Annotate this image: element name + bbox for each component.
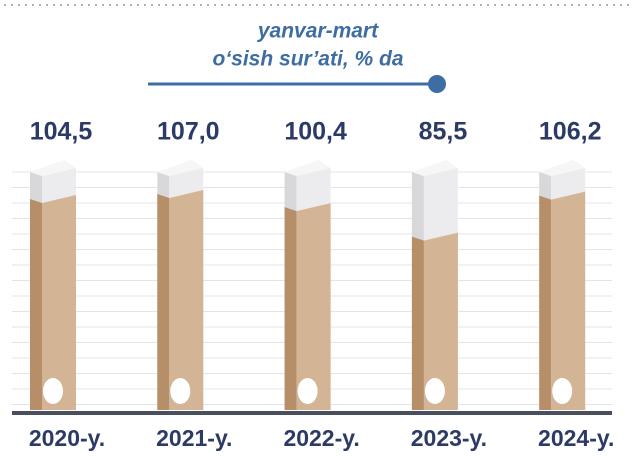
bar-dot <box>297 378 318 404</box>
bar-dot <box>552 378 573 404</box>
value-label: 107,0 <box>157 118 220 146</box>
x-tick-label: 2022-y. <box>283 425 359 451</box>
bar-side <box>284 207 297 410</box>
value-label: 85,5 <box>419 118 468 146</box>
tube-cap <box>30 160 76 176</box>
value-label: 104,5 <box>30 118 93 146</box>
bar <box>539 191 586 410</box>
title-dot <box>428 75 446 93</box>
x-tick-label: 2020-y. <box>29 425 105 451</box>
bar-dot <box>424 378 445 404</box>
bar <box>411 232 458 410</box>
bar <box>284 203 331 410</box>
bar-side <box>30 198 42 410</box>
tube-cap <box>539 160 586 176</box>
bar-front <box>551 191 586 410</box>
bar-side <box>539 195 552 410</box>
x-tick-label: 2021-y. <box>156 425 232 451</box>
tube-cap <box>411 160 458 176</box>
bar-dot <box>170 378 191 404</box>
value-label: 106,2 <box>539 118 602 146</box>
bar <box>157 190 204 410</box>
bar-front <box>169 190 204 410</box>
tube-cap <box>157 160 204 176</box>
value-label: 100,4 <box>284 118 347 146</box>
bar-dot <box>43 378 63 404</box>
bar-side <box>157 194 170 410</box>
bar-front <box>296 203 331 410</box>
bar-front <box>423 232 458 410</box>
chart-subtitle: o‘sish sur’ati, % da <box>213 48 404 71</box>
x-tick-label: 2024-y. <box>538 425 614 451</box>
chart-title: yanvar-mart <box>257 20 379 43</box>
bar-side <box>411 236 424 410</box>
bar <box>30 194 76 410</box>
tube-cap <box>284 160 331 176</box>
x-tick-label: 2023-y. <box>411 425 487 451</box>
bar-front <box>42 194 76 410</box>
